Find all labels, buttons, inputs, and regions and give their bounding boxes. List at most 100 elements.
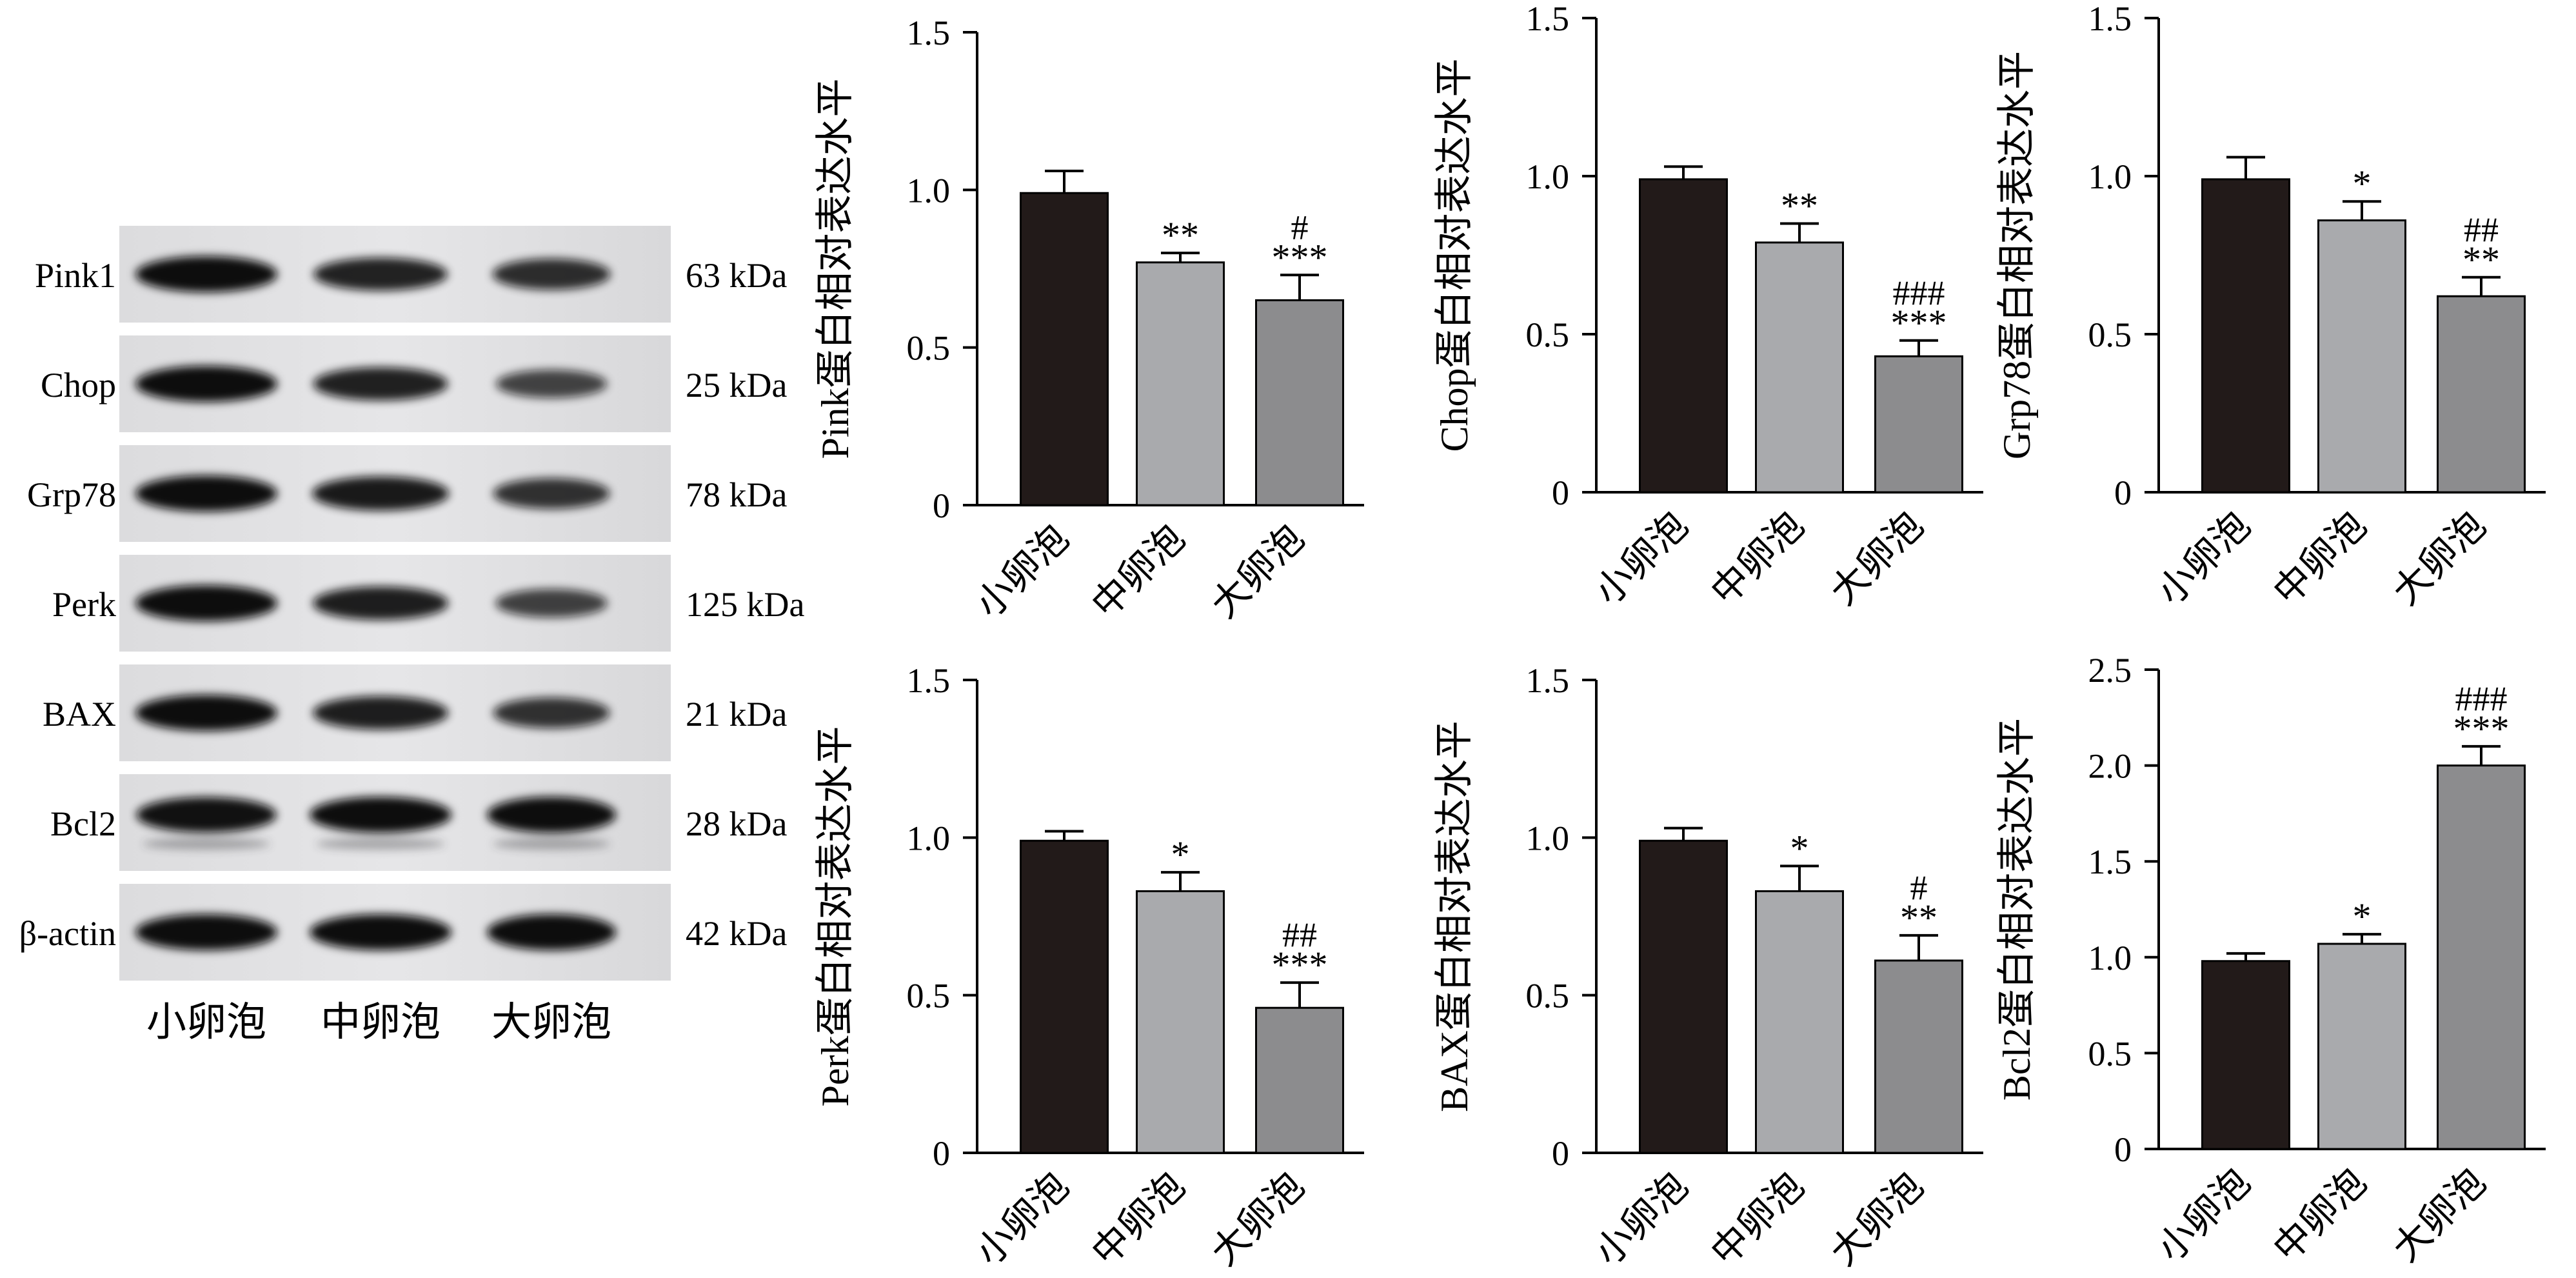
bar-小卵泡 [1020,839,1109,1154]
y-axis-label: BAX蛋白相对表达水平 [1433,721,1476,1112]
blot-band [135,695,277,731]
significance-mark: *** [1891,302,1947,344]
y-tick-label: 1.5 [2088,843,2132,881]
y-tick-label: 0.5 [2088,315,2132,354]
x-tick-label: 中卵泡 [1703,1164,1812,1273]
x-tick-label: 小卵泡 [967,517,1076,626]
blot-band [310,914,451,950]
blot-band [136,797,277,833]
blot-band [135,475,277,512]
significance-mark: * [2353,895,2372,937]
blot-band [135,256,277,292]
bar-大卵泡 [2437,764,2526,1150]
molecular-weight-label: 42 kDa [686,914,787,953]
y-tick-label: 2.0 [2088,747,2132,786]
blot-band-secondary [493,838,610,850]
blot-row-Grp78: Grp78 78 kDa [27,445,787,542]
bar-大卵泡 [1255,299,1344,506]
y-tick-label: 1.5 [907,661,951,700]
y-tick-label: 1.0 [1526,819,1570,857]
hash-mark: ## [2464,210,2499,249]
blot-band-secondary [143,838,270,850]
bar-大卵泡 [1255,1006,1344,1154]
blot-band [312,695,449,730]
x-tick-label: 中卵泡 [1084,517,1193,626]
y-axis-label: Perk蛋白相对表达水平 [814,726,857,1107]
y-tick-label: 0 [933,1134,950,1173]
y-tick-label: 2.5 [2088,651,2132,690]
bar-中卵泡 [1755,241,1844,494]
protein-label: Grp78 [27,475,116,514]
y-tick-label: 1.5 [1526,0,1570,38]
significance-mark: * [1171,834,1190,875]
lane-label: 中卵泡 [321,1001,441,1044]
x-tick-label: 中卵泡 [2265,1161,2374,1270]
x-tick-label: 大卵泡 [1203,1164,1312,1273]
western-blot-panel: Pink1 63 kDa Chop 25 kDa Grp78 78 kDa Perk 125 … [19,226,804,1044]
blot-band-secondary [316,838,445,850]
bar-中卵泡 [1136,890,1225,1154]
significance-mark: ** [1900,897,1937,939]
y-axis-label: Pink蛋白相对表达水平 [814,78,857,459]
y-tick-label: 0 [1552,474,1569,512]
x-tick-label: 小卵泡 [967,1164,1076,1273]
significance-mark: * [1790,827,1809,869]
significance-mark: ** [2462,239,2500,281]
blot-row-BAX: BAX 21 kDa [43,664,787,761]
protein-label: Bcl2 [50,804,116,843]
x-tick-label: 大卵泡 [1822,504,1931,613]
lane-label: 小卵泡 [146,1001,266,1044]
blot-band [313,367,448,401]
molecular-weight-label: 21 kDa [686,695,787,734]
blot-band [312,476,450,511]
molecular-weight-label: 63 kDa [686,256,787,295]
y-tick-label: 0 [2114,1130,2132,1169]
protein-label: Chop [41,366,116,404]
blot-band [312,586,449,621]
protein-label: Pink1 [35,256,116,295]
blot-row-Perk: Perk 125 kDa [52,555,804,652]
bar-中卵泡 [1755,890,1844,1154]
blot-band [135,585,277,621]
y-tick-label: 1.0 [907,171,951,210]
y-tick-label: 0 [1552,1134,1569,1173]
protein-label: β-actin [19,914,116,953]
x-tick-label: 大卵泡 [2384,504,2493,613]
bar-大卵泡 [2437,295,2526,494]
y-tick-label: 0.5 [907,329,951,368]
x-tick-label: 大卵泡 [1822,1164,1931,1273]
x-tick-label: 中卵泡 [1084,1164,1193,1273]
blot-row-β-actin: β-actin 42 kDa [19,884,787,981]
significance-mark: * [2353,163,2372,205]
x-tick-label: 小卵泡 [1587,1164,1696,1273]
x-tick-label: 小卵泡 [1587,504,1696,613]
y-tick-label: 0.5 [1526,977,1570,1015]
y-tick-label: 1.0 [2088,939,2132,977]
x-tick-label: 大卵泡 [2384,1161,2493,1270]
y-tick-label: 1.0 [1526,157,1570,196]
blot-band [492,258,611,290]
blot-row-Chop: Chop 25 kDa [41,335,787,432]
blot-band [495,370,608,398]
y-axis-label: Bcl2蛋白相对表达水平 [1996,718,2038,1101]
bar-小卵泡 [1639,839,1728,1154]
molecular-weight-label: 125 kDa [686,585,804,624]
y-tick-label: 0.5 [2088,1034,2132,1073]
blot-band [135,366,277,402]
significance-mark: ** [1781,185,1818,227]
bar-中卵泡 [1136,261,1225,506]
y-tick-label: 1.0 [2088,157,2132,196]
y-axis-label: Chop蛋白相对表达水平 [1433,58,1476,452]
x-tick-label: 中卵泡 [1703,504,1812,613]
lane-label: 大卵泡 [491,1001,611,1044]
blot-row-Bcl2: Bcl2 28 kDa [50,774,787,871]
hash-mark: # [1910,868,1928,907]
y-tick-label: 1.5 [2088,0,2132,38]
x-tick-label: 中卵泡 [2265,504,2374,613]
molecular-weight-label: 25 kDa [686,366,787,404]
y-tick-label: 1.5 [907,14,951,52]
